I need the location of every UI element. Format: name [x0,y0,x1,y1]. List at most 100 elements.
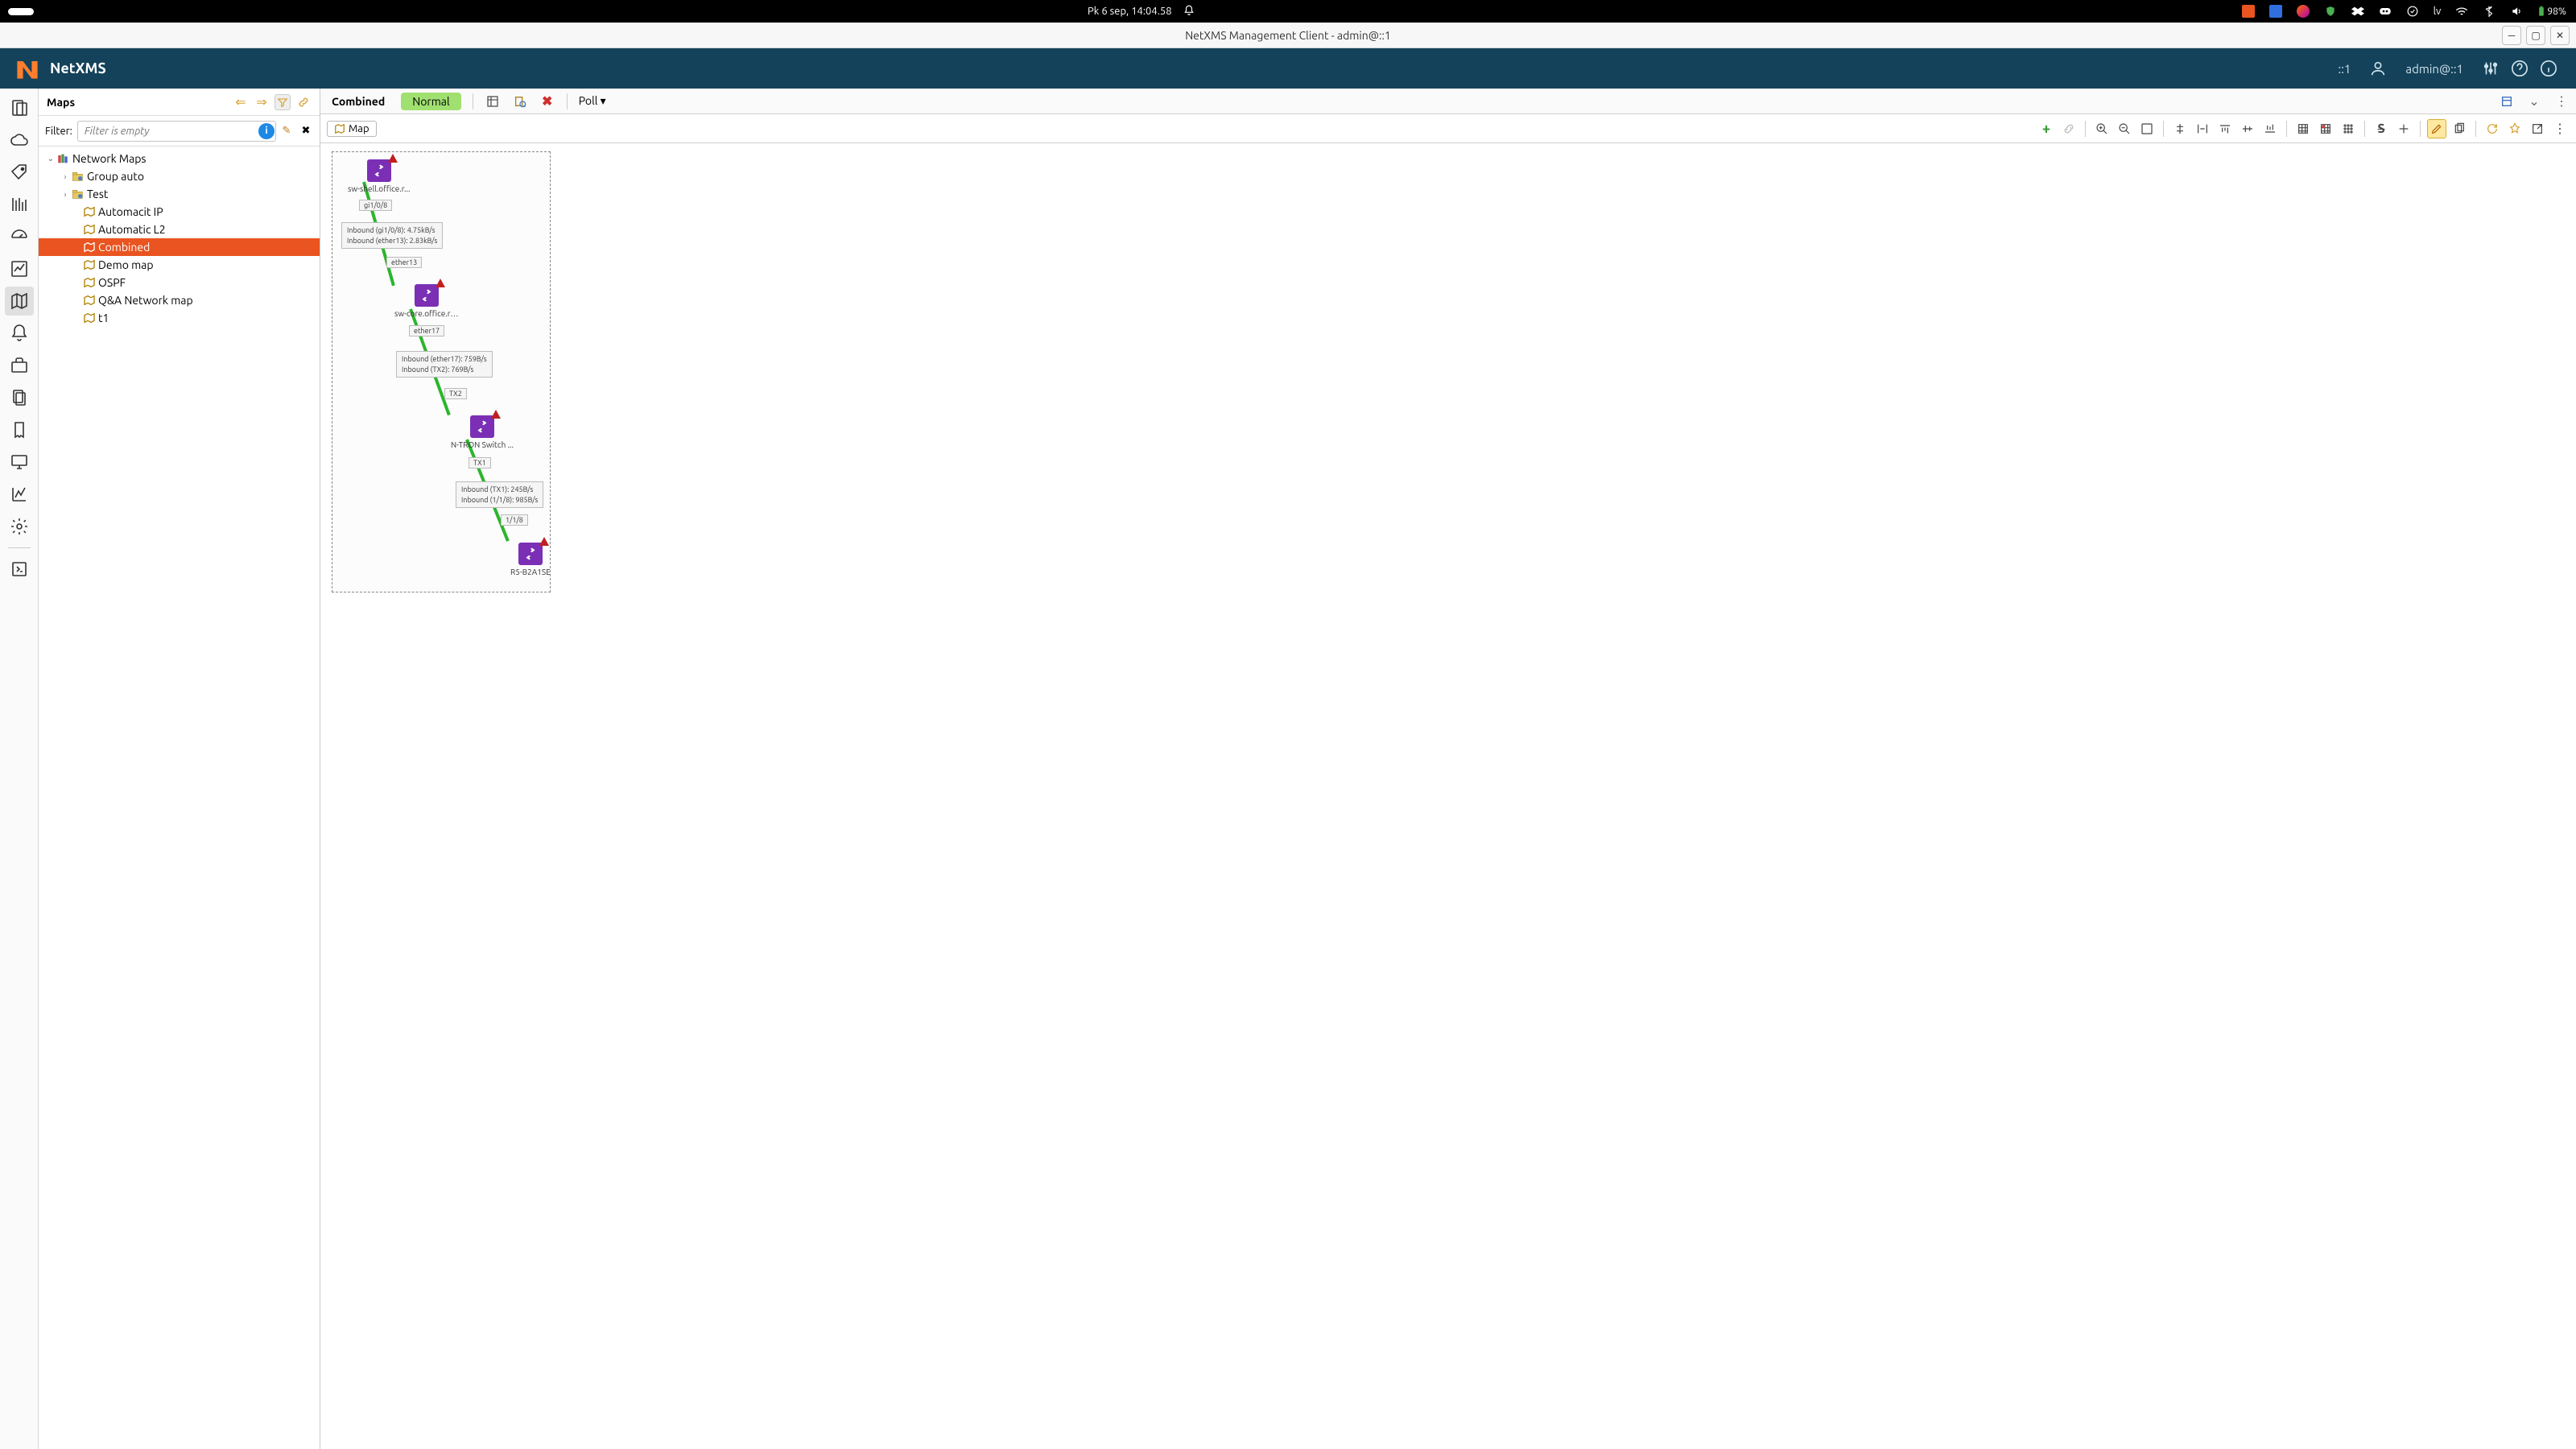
export-icon[interactable] [512,93,528,109]
rail-dashboard-icon[interactable] [5,222,34,251]
map-node[interactable]: sw-core.office.ra... [394,284,459,318]
dci-box[interactable]: Inbound (gi1/0/8): 4.75kB/sInbound (ethe… [341,222,443,249]
rail-templates-icon[interactable] [5,190,34,219]
window-minimize-button[interactable]: ─ [2502,26,2521,45]
rail-config-icon[interactable] [5,512,34,541]
copy-icon[interactable] [2450,119,2469,138]
edit-mode-icon[interactable] [2427,119,2446,138]
tray-discord-icon[interactable] [2379,5,2392,18]
link-icon[interactable] [2059,119,2079,138]
tree-item-test[interactable]: ›Test [39,185,320,203]
tree-item-t1[interactable]: t1 [39,309,320,327]
nav-back-icon[interactable]: ⇐ [233,94,249,110]
align-v-bottom-icon[interactable] [2260,119,2280,138]
rail-maps-icon[interactable] [5,287,34,316]
rail-monitor-icon[interactable] [5,448,34,477]
filter-input[interactable] [77,121,276,142]
map-node[interactable]: N-TRON Switch ... [451,415,514,449]
link-toggle-icon[interactable] [295,94,312,110]
activities-pill[interactable] [8,8,34,15]
battery-indicator[interactable]: 98% [2537,6,2566,17]
grid-icon[interactable] [2293,119,2313,138]
port-label[interactable]: TX1 [469,457,491,469]
nav-forward-icon[interactable]: ⇒ [254,94,270,110]
zoom-in-icon[interactable] [2092,119,2112,138]
tree-item-automacit-ip[interactable]: Automacit IP [39,203,320,221]
add-icon[interactable]: + [2037,119,2056,138]
tray-bluetooth-icon[interactable] [2269,5,2282,18]
filter-toggle-icon[interactable] [275,94,291,110]
wifi-icon[interactable] [2455,5,2468,18]
delete-icon[interactable]: ✖ [539,93,555,109]
content-tab-name[interactable]: Combined [327,95,390,108]
rail-graphs-icon[interactable] [5,254,34,283]
port-label[interactable]: ether13 [386,257,422,268]
map-node[interactable]: R5-B2A1SE [510,543,551,576]
pin-icon[interactable] [2505,119,2524,138]
strikethrough-icon[interactable]: S [2372,119,2391,138]
tree-item-demo-map[interactable]: Demo map [39,256,320,274]
align-h-spread-icon[interactable] [2193,119,2212,138]
tree-item-group-auto[interactable]: ›Group auto [39,167,320,185]
filter-info-icon[interactable]: i [258,123,275,139]
crosshair-icon[interactable] [2394,119,2413,138]
rail-alarms-icon[interactable] [5,319,34,348]
port-label[interactable]: ether17 [409,325,444,336]
rail-tools-icon[interactable] [5,555,34,584]
dots-grid-icon[interactable] [2339,119,2358,138]
refresh-icon[interactable] [2483,119,2502,138]
align-v-top-icon[interactable] [2215,119,2235,138]
settings-sliders-icon[interactable] [2481,59,2500,78]
toolbar-more-icon[interactable]: ⋮ [2550,119,2570,138]
dropdown-chevron-icon[interactable]: ⌄ [2526,93,2542,109]
rail-reports-icon[interactable] [5,383,34,412]
bluetooth-indicator-icon[interactable] [2483,5,2496,18]
port-label[interactable]: TX2 [444,388,467,399]
align-v-center-icon[interactable] [2238,119,2257,138]
user-label[interactable]: admin@::1 [2405,62,2463,76]
tree-item-q-a-network-map[interactable]: Q&A Network map [39,291,320,309]
rail-cloud-icon[interactable] [5,126,34,155]
poll-dropdown[interactable]: Poll ▾ [579,94,606,108]
rail-tags-icon[interactable] [5,158,34,187]
align-h-center-icon[interactable] [2170,119,2190,138]
filter-edit-icon[interactable]: ✎ [279,124,294,138]
notification-bell-icon[interactable] [1183,5,1195,19]
snap-grid-icon[interactable] [2316,119,2335,138]
map-node[interactable]: sw-shell.office.r... [348,159,410,193]
help-icon[interactable] [2510,59,2529,78]
tree-item-combined[interactable]: Combined [39,238,320,256]
port-label[interactable]: gi1/0/8 [359,200,392,211]
tree-item-automatic-l2[interactable]: Automatic L2 [39,221,320,238]
mode-normal-button[interactable]: Normal [401,93,460,110]
dci-box[interactable]: Inbound (ether17): 759B/sInbound (TX2): … [396,351,493,378]
filter-clear-icon[interactable]: ✖ [299,124,313,138]
zoom-fit-icon[interactable] [2137,119,2157,138]
window-maximize-button[interactable]: ▢ [2526,26,2545,45]
tray-firefox-icon[interactable] [2297,5,2310,18]
map-tab[interactable]: Map [327,121,377,137]
layout-icon[interactable] [2499,93,2515,109]
rail-analysis-icon[interactable] [5,480,34,509]
tray-shield-icon[interactable] [2324,5,2337,18]
port-label[interactable]: 1/1/8 [501,514,528,526]
os-lang[interactable]: lv [2434,6,2442,17]
info-icon[interactable] [2539,59,2558,78]
tray-dropbox-icon[interactable] [2351,5,2364,18]
more-icon[interactable]: ⋮ [2553,93,2570,109]
rail-logs-icon[interactable] [5,415,34,444]
tree-item-ospf[interactable]: OSPF [39,274,320,291]
tray-check-icon[interactable] [2406,5,2419,18]
volume-icon[interactable] [2510,5,2523,18]
map-canvas[interactable]: sw-shell.office.r... sw-core.office.ra...… [320,143,2576,1449]
dci-box[interactable]: Inbound (TX1): 245B/sInbound (1/1/8): 98… [456,481,543,508]
view-options-icon[interactable] [485,93,501,109]
popout-icon[interactable] [2528,119,2547,138]
tray-app-icon[interactable] [2242,5,2255,18]
rail-business-icon[interactable] [5,351,34,380]
os-clock[interactable]: Pk 6 sep, 14:04.58 [1088,6,1172,17]
tree-root[interactable]: ⌄ Network Maps [39,150,320,167]
rail-infrastructure-icon[interactable] [5,93,34,122]
zoom-out-icon[interactable] [2115,119,2134,138]
window-close-button[interactable]: ✕ [2550,26,2570,45]
